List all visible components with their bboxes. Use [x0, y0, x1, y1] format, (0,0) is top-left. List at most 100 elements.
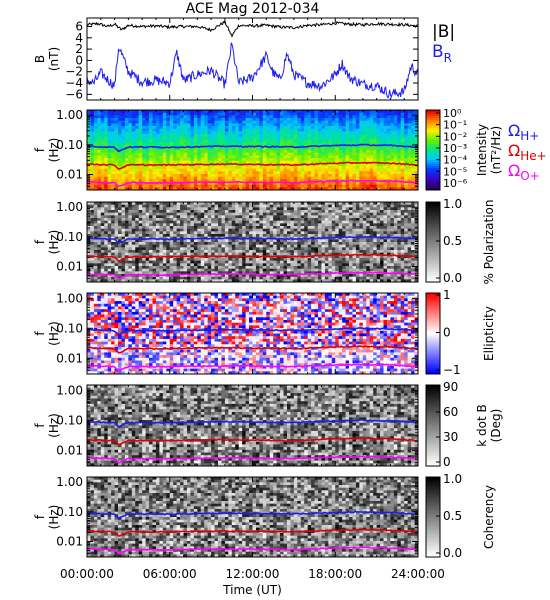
spectrogram-cell	[186, 260, 191, 264]
spectrogram-cell	[90, 112, 95, 116]
spectrogram-cell	[362, 163, 367, 167]
spectrogram-cell	[400, 168, 405, 172]
spectrogram-cell	[128, 266, 133, 270]
spectrogram-cell	[249, 166, 253, 170]
spectrogram-cell	[393, 182, 398, 186]
spectrogram-cell	[224, 207, 229, 211]
spectrogram-cell	[186, 182, 191, 186]
colorbar-cell	[426, 136, 440, 139]
spectrogram-cell	[104, 182, 109, 186]
spectrogram-cell	[228, 210, 233, 214]
spectrogram-cell	[135, 158, 140, 162]
spectrogram-cell	[373, 176, 378, 180]
spectrogram-cell	[169, 171, 174, 175]
spectrogram-cell	[345, 110, 350, 114]
spectrogram-cell	[111, 184, 115, 188]
spectrogram-cell	[255, 155, 260, 159]
spectrogram-cell	[107, 266, 112, 270]
spectrogram-cell	[249, 150, 253, 154]
spectrogram-cell	[100, 260, 105, 264]
y-tick-label: −2	[65, 65, 83, 79]
spectrogram-cell	[235, 268, 240, 272]
spectrogram-cell	[193, 266, 198, 270]
spectrogram-cell	[300, 110, 305, 114]
spectrogram-cell	[300, 134, 305, 138]
spectrogram-cell	[300, 184, 305, 188]
spectrogram-cell	[224, 155, 229, 159]
spectrogram-cell	[280, 242, 284, 246]
spectrogram-cell	[183, 226, 188, 230]
spectrogram-cell	[249, 210, 253, 214]
spectrogram-cell	[135, 120, 140, 124]
colorbar-cell	[426, 170, 440, 173]
spectrogram-cell	[259, 276, 264, 280]
spectrogram-cell	[176, 268, 181, 272]
spectrogram-cell	[166, 187, 171, 191]
spectrogram-cell	[283, 276, 288, 280]
spectrogram-cell	[280, 239, 284, 243]
spectrogram-cell	[228, 123, 233, 127]
spectrogram-cell	[111, 202, 115, 206]
spectrogram-cell	[345, 128, 350, 132]
spectrogram-cell	[342, 168, 346, 172]
spectrogram-cell	[290, 231, 295, 235]
spectrogram-cell	[266, 226, 271, 230]
spectrogram-cell	[386, 144, 391, 148]
spectrogram-cell	[211, 182, 215, 186]
spectrogram-cell	[355, 155, 360, 159]
spectrogram-cell	[252, 271, 257, 275]
spectrogram-cell	[376, 144, 381, 148]
spectrogram-cell	[186, 263, 191, 267]
spectrogram-cell	[414, 158, 419, 162]
spectrogram-cell	[197, 218, 202, 222]
spectrogram-cell	[407, 158, 412, 162]
spectrogram-cell	[293, 279, 298, 283]
spectrogram-cell	[207, 274, 212, 278]
spectrogram-cell	[321, 182, 326, 186]
spectrogram-cell	[276, 136, 281, 140]
spectrogram-cell	[197, 268, 202, 272]
spectrogram-cell	[286, 166, 291, 170]
spectrogram-cell	[131, 210, 136, 214]
spectrogram-cell	[200, 123, 205, 127]
spectrogram-cell	[218, 168, 222, 172]
spectrogram-cell	[142, 134, 147, 138]
spectrogram-cell	[324, 112, 329, 116]
spectrogram-cell	[207, 168, 212, 172]
spectrogram-cell	[235, 152, 240, 156]
spectrogram-cell	[221, 120, 226, 124]
spectrogram-cell	[173, 266, 178, 270]
spectrogram-cell	[280, 126, 284, 130]
spectrogram-cell	[218, 123, 222, 127]
spectrogram-cell	[87, 126, 91, 130]
spectrogram-cell	[142, 142, 147, 146]
spectrogram-cell	[169, 136, 174, 140]
spectrogram-cell	[245, 266, 250, 270]
spectrogram-cell	[345, 131, 350, 135]
spectrogram-cell	[111, 207, 115, 211]
spectrogram-cell	[286, 204, 291, 208]
spectrogram-cell	[269, 215, 274, 219]
spectrogram-cell	[252, 215, 257, 219]
spectrogram-cell	[366, 115, 371, 119]
spectrogram-cell	[283, 166, 288, 170]
spectrogram-cell	[386, 158, 391, 162]
spectrogram-cell	[259, 128, 264, 132]
spectrogram-cell	[228, 158, 233, 162]
spectrogram-cell	[397, 174, 402, 178]
spectrogram-cell	[193, 110, 198, 114]
spectrogram-cell	[200, 120, 205, 124]
spectrogram-cell	[280, 136, 284, 140]
spectrogram-cell	[262, 118, 267, 122]
spectrogram-cell	[100, 144, 105, 148]
spectrogram-cell	[349, 147, 353, 151]
spectrogram-cell	[90, 163, 95, 167]
spectrogram-cell	[142, 250, 147, 254]
spectrogram-cell	[166, 152, 171, 156]
spectrogram-cell	[331, 134, 336, 138]
spectrogram-cell	[176, 279, 181, 283]
spectrogram-cell	[414, 168, 419, 172]
spectrogram-cell	[118, 220, 122, 224]
spectrogram-cell	[204, 231, 209, 235]
spectrogram-cell	[224, 202, 229, 206]
